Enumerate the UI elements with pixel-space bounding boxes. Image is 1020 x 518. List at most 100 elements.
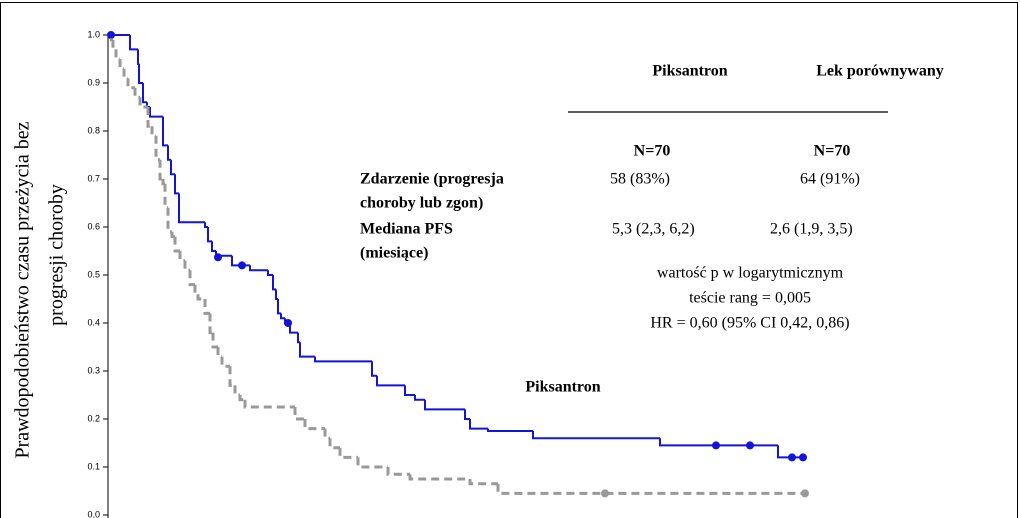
note: HR = 0,60 (95% CI 0,42, 0,86) bbox=[650, 315, 849, 332]
column-header: Piksantron bbox=[652, 63, 727, 80]
survival-step bbox=[233, 385, 240, 397]
y-tick-label: 0.4 bbox=[87, 317, 100, 327]
survival-step bbox=[469, 419, 488, 430]
survival-step bbox=[208, 313, 213, 335]
survival-step bbox=[161, 179, 165, 186]
y-tick-label: 0.0 bbox=[87, 509, 100, 518]
survival-step bbox=[496, 483, 805, 495]
survival-step bbox=[371, 361, 377, 377]
censor-mark bbox=[284, 319, 292, 327]
survival-step bbox=[142, 83, 147, 104]
survival-step bbox=[299, 342, 315, 358]
censor-mark bbox=[238, 261, 246, 270]
y-tick-label: 0.1 bbox=[87, 461, 100, 471]
survival-step bbox=[154, 135, 160, 162]
survival-step bbox=[356, 457, 388, 469]
survival-step bbox=[314, 356, 372, 363]
survival-step bbox=[178, 251, 185, 263]
survival-step bbox=[386, 467, 410, 476]
survival-step bbox=[267, 270, 273, 276]
y-tick-label: 0.2 bbox=[87, 413, 100, 423]
survival-step bbox=[277, 299, 281, 315]
survival-step bbox=[303, 419, 325, 431]
survival-step bbox=[150, 126, 156, 138]
survival-step bbox=[178, 193, 205, 224]
survival-step bbox=[193, 284, 198, 296]
survival-step bbox=[297, 332, 300, 344]
survival-step bbox=[328, 438, 340, 450]
survival-step bbox=[468, 479, 498, 486]
survival-step bbox=[220, 356, 230, 368]
survival-step bbox=[293, 407, 305, 421]
survival-step bbox=[376, 375, 405, 387]
censor-mark bbox=[712, 441, 720, 450]
survival-step bbox=[122, 68, 128, 80]
survival-step bbox=[118, 59, 124, 71]
survival-step bbox=[211, 241, 216, 252]
survival-step bbox=[203, 299, 210, 315]
y-tick-label: 0.9 bbox=[87, 77, 100, 87]
curve-label: Piksantron bbox=[525, 379, 600, 396]
row-label: choroby lub zgon) bbox=[360, 195, 483, 212]
survival-step bbox=[414, 395, 425, 401]
row-value: 64 (91%) bbox=[800, 171, 860, 188]
survival-step bbox=[183, 260, 190, 272]
survival-step bbox=[149, 107, 163, 118]
survival-step bbox=[249, 265, 268, 272]
row-value: 58 (83%) bbox=[610, 171, 670, 188]
survival-step bbox=[126, 78, 135, 90]
row-label: (miesiące) bbox=[360, 245, 428, 262]
survival-step bbox=[659, 438, 778, 447]
y-tick-label: 0.5 bbox=[87, 269, 100, 279]
y-tick-label: 0.8 bbox=[87, 125, 100, 135]
n-count: N=70 bbox=[814, 143, 851, 160]
survival-step bbox=[137, 49, 139, 65]
survival-step bbox=[138, 97, 148, 109]
survival-step bbox=[211, 332, 218, 349]
survival-step bbox=[166, 207, 172, 234]
row-value: 2,6 (1,9, 3,5) bbox=[770, 221, 853, 238]
survival-step bbox=[158, 159, 163, 181]
censor-mark bbox=[801, 489, 809, 498]
row-value: 5,3 (2,3, 6,2) bbox=[612, 221, 695, 238]
survival-step bbox=[404, 385, 415, 396]
y-axis-label: Prawdopodobieństwo czasu przeżycia bez bbox=[12, 121, 34, 458]
survival-step bbox=[167, 145, 171, 161]
survival-step bbox=[280, 313, 285, 320]
survival-step bbox=[129, 35, 138, 51]
y-axis-label: progresji choroby bbox=[46, 184, 68, 326]
y-tick-label: 0.6 bbox=[87, 221, 100, 231]
censor-mark bbox=[788, 453, 796, 462]
survival-step bbox=[162, 116, 168, 147]
survival-step bbox=[188, 270, 195, 287]
survival-step bbox=[238, 395, 245, 402]
note: wartość p w logarytmicznym bbox=[657, 265, 844, 282]
survival-step bbox=[338, 447, 358, 459]
survival-step bbox=[464, 409, 470, 420]
survival-step bbox=[216, 347, 222, 359]
survival-step bbox=[146, 107, 152, 128]
censor-mark bbox=[214, 253, 222, 262]
censor-mark bbox=[107, 31, 115, 39]
survival-step bbox=[170, 231, 175, 239]
survival-step bbox=[424, 399, 465, 411]
survival-step bbox=[133, 87, 140, 99]
survival-step bbox=[114, 49, 120, 61]
survival-step bbox=[163, 183, 168, 210]
row-label: Zdarzenie (progresja bbox=[360, 171, 504, 188]
survival-step bbox=[408, 474, 470, 481]
survival-step bbox=[228, 366, 235, 387]
n-count: N=70 bbox=[634, 143, 671, 160]
survival-step bbox=[487, 428, 533, 432]
survival-step bbox=[272, 275, 276, 291]
censor-mark bbox=[799, 453, 807, 462]
survival-step bbox=[173, 236, 180, 253]
censor-mark bbox=[746, 441, 754, 450]
survival-step bbox=[111, 39, 116, 51]
survival-step bbox=[532, 431, 660, 440]
survival-step bbox=[204, 222, 208, 228]
y-tick-label: 1.0 bbox=[87, 29, 100, 39]
survival-step bbox=[196, 294, 205, 301]
